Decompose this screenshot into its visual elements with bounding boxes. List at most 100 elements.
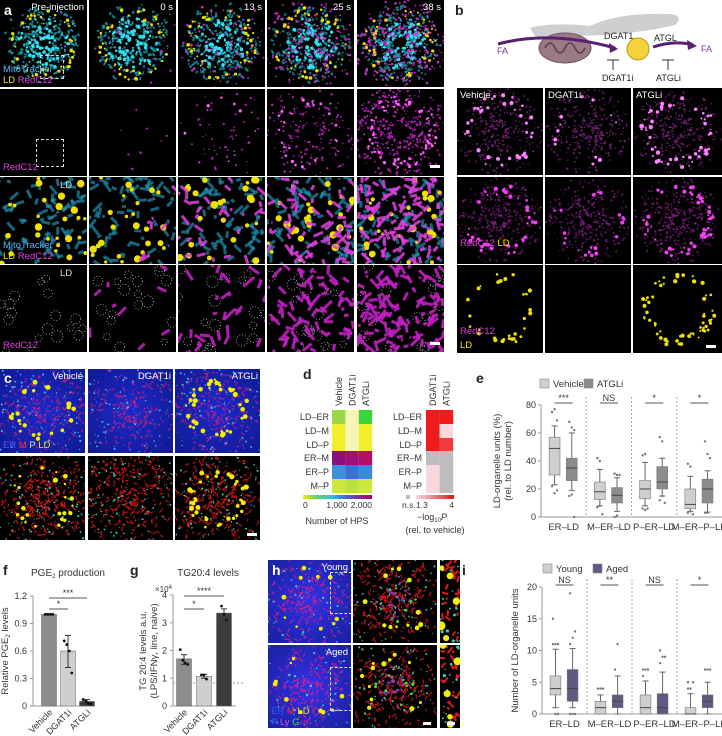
bar-vehicle	[176, 658, 192, 707]
outlier-point	[706, 452, 709, 456]
outlier-point	[556, 712, 560, 716]
micrograph-a-r2-c3	[178, 89, 265, 176]
y-axis-label-g: TG 20:4 levels a.u.	[138, 611, 149, 691]
heatmap-cell-pvalue	[426, 465, 440, 479]
y-tick-label: 40	[526, 456, 536, 466]
colorbar-tick: 1.3	[416, 500, 428, 510]
legend-ly: Ly	[279, 717, 290, 728]
data-point	[51, 612, 55, 616]
heatmap-row-label: LD–ER	[393, 412, 423, 422]
micrograph-c-top-c1	[0, 369, 85, 453]
label-part: 2	[6, 634, 12, 638]
micrograph-a-r1-c5	[357, 0, 444, 87]
label-part: −log	[417, 512, 434, 522]
micrograph-b-r3-c3	[633, 265, 722, 353]
heatmap-cell-hps	[358, 410, 373, 424]
box-young	[639, 694, 652, 715]
micrograph-image	[178, 177, 265, 264]
legend-a-row1: MitoTracker LD RedC12	[3, 64, 53, 86]
outlier-point	[573, 515, 576, 519]
legend-a-row2: RedC12	[3, 162, 38, 173]
y-tick-label: 0	[162, 701, 167, 711]
micrograph-image	[440, 560, 460, 643]
heatmap-cell-pvalue	[426, 424, 440, 438]
heatmap-row-label: M–P	[403, 481, 422, 491]
micrograph-image	[88, 369, 173, 453]
micrograph-image	[0, 177, 87, 264]
heatmap-cell-hps	[345, 438, 359, 452]
micrograph-image	[457, 88, 543, 175]
panel-label-g: g	[130, 562, 139, 578]
outlier-point	[550, 410, 554, 414]
y-tick-label: 20	[526, 484, 536, 494]
scale-bar	[430, 165, 440, 168]
legend-mitotracker: MitoTracker	[3, 240, 53, 251]
heatmap-row-label: LD–P	[306, 440, 329, 450]
micrograph-b-r1-c1	[457, 88, 543, 175]
heatmap-cell-hps	[345, 479, 359, 493]
outlier-point	[658, 436, 661, 439]
outlier-point	[550, 485, 554, 488]
outlier-point	[689, 510, 692, 513]
outlier-point	[554, 712, 557, 716]
x-category-label: P–ER–LD	[633, 522, 675, 533]
box-atgli	[566, 457, 578, 481]
x-category-label: ATGLi	[205, 707, 230, 732]
micrograph-image	[89, 265, 176, 352]
legend-er: ER	[271, 706, 285, 717]
panel-label-i: i	[462, 562, 466, 578]
column-label: 13 s	[244, 2, 262, 13]
title-part: PGE	[31, 568, 52, 579]
outlier-point	[555, 489, 559, 492]
micrograph-h-r2-channels	[353, 645, 437, 728]
box-atgli	[656, 466, 669, 490]
column-label: Vehicle	[460, 90, 491, 101]
micrograph-image	[178, 89, 265, 176]
y-tick-label: 0	[531, 512, 536, 522]
micrograph-image	[268, 560, 351, 643]
heatmap-row-label: ER–M	[397, 453, 422, 463]
atgl-inhibition-icon	[662, 59, 674, 70]
legend-c: ER M P LD	[3, 440, 50, 451]
heatmap-row-label: ER–P	[305, 467, 329, 477]
outlier-point	[568, 712, 572, 716]
micrograph-image	[178, 265, 265, 352]
y-tick-label: 10	[527, 646, 537, 656]
micrograph-image	[0, 265, 87, 352]
significance-label: ****	[197, 586, 212, 596]
y-tick-label: 0	[22, 701, 27, 711]
colorbar-hps	[303, 495, 372, 499]
colorbar-tick: 1,000	[326, 500, 348, 510]
chart-title-g: TG20:4 levels	[177, 568, 239, 579]
micrograph-b-r1-c2	[545, 88, 631, 175]
significance-label: *	[192, 599, 196, 609]
micrograph-a-r2-c4	[267, 89, 354, 176]
row-label: Aged	[325, 647, 348, 658]
micrograph-a-r3-c2	[89, 177, 176, 264]
micrograph-a-r4-c1	[0, 265, 87, 352]
outlier-point	[691, 513, 695, 516]
outlier-point	[643, 452, 647, 456]
micrograph-image	[457, 177, 543, 264]
heatmap-cell-pvalue	[426, 451, 440, 465]
heatmap-cell-hps	[358, 451, 373, 465]
colorbar-tick: n.s.	[402, 500, 416, 510]
outlier-point	[568, 420, 571, 423]
legend-a-row3: MitoTracker LD RedC12	[3, 240, 53, 262]
legend-b-row2: RedC12	[460, 326, 495, 337]
legend-redc12: RedC12	[17, 75, 53, 86]
outlier-point	[641, 668, 645, 671]
box-aged	[566, 669, 579, 702]
micrograph-c-bottom-c2	[88, 456, 173, 540]
colorbar-tick: 2,000	[351, 500, 373, 510]
outlier-point	[641, 507, 644, 510]
outlier-point	[554, 642, 557, 646]
colorbar-tick: 0	[303, 500, 308, 510]
outlier-point	[703, 511, 707, 514]
data-point	[84, 700, 88, 703]
outlier-point	[661, 440, 664, 443]
box-aged	[656, 693, 669, 715]
colorbar-ns-swatch	[406, 495, 410, 499]
micrograph-image	[457, 265, 543, 353]
outlier-point	[613, 472, 616, 475]
